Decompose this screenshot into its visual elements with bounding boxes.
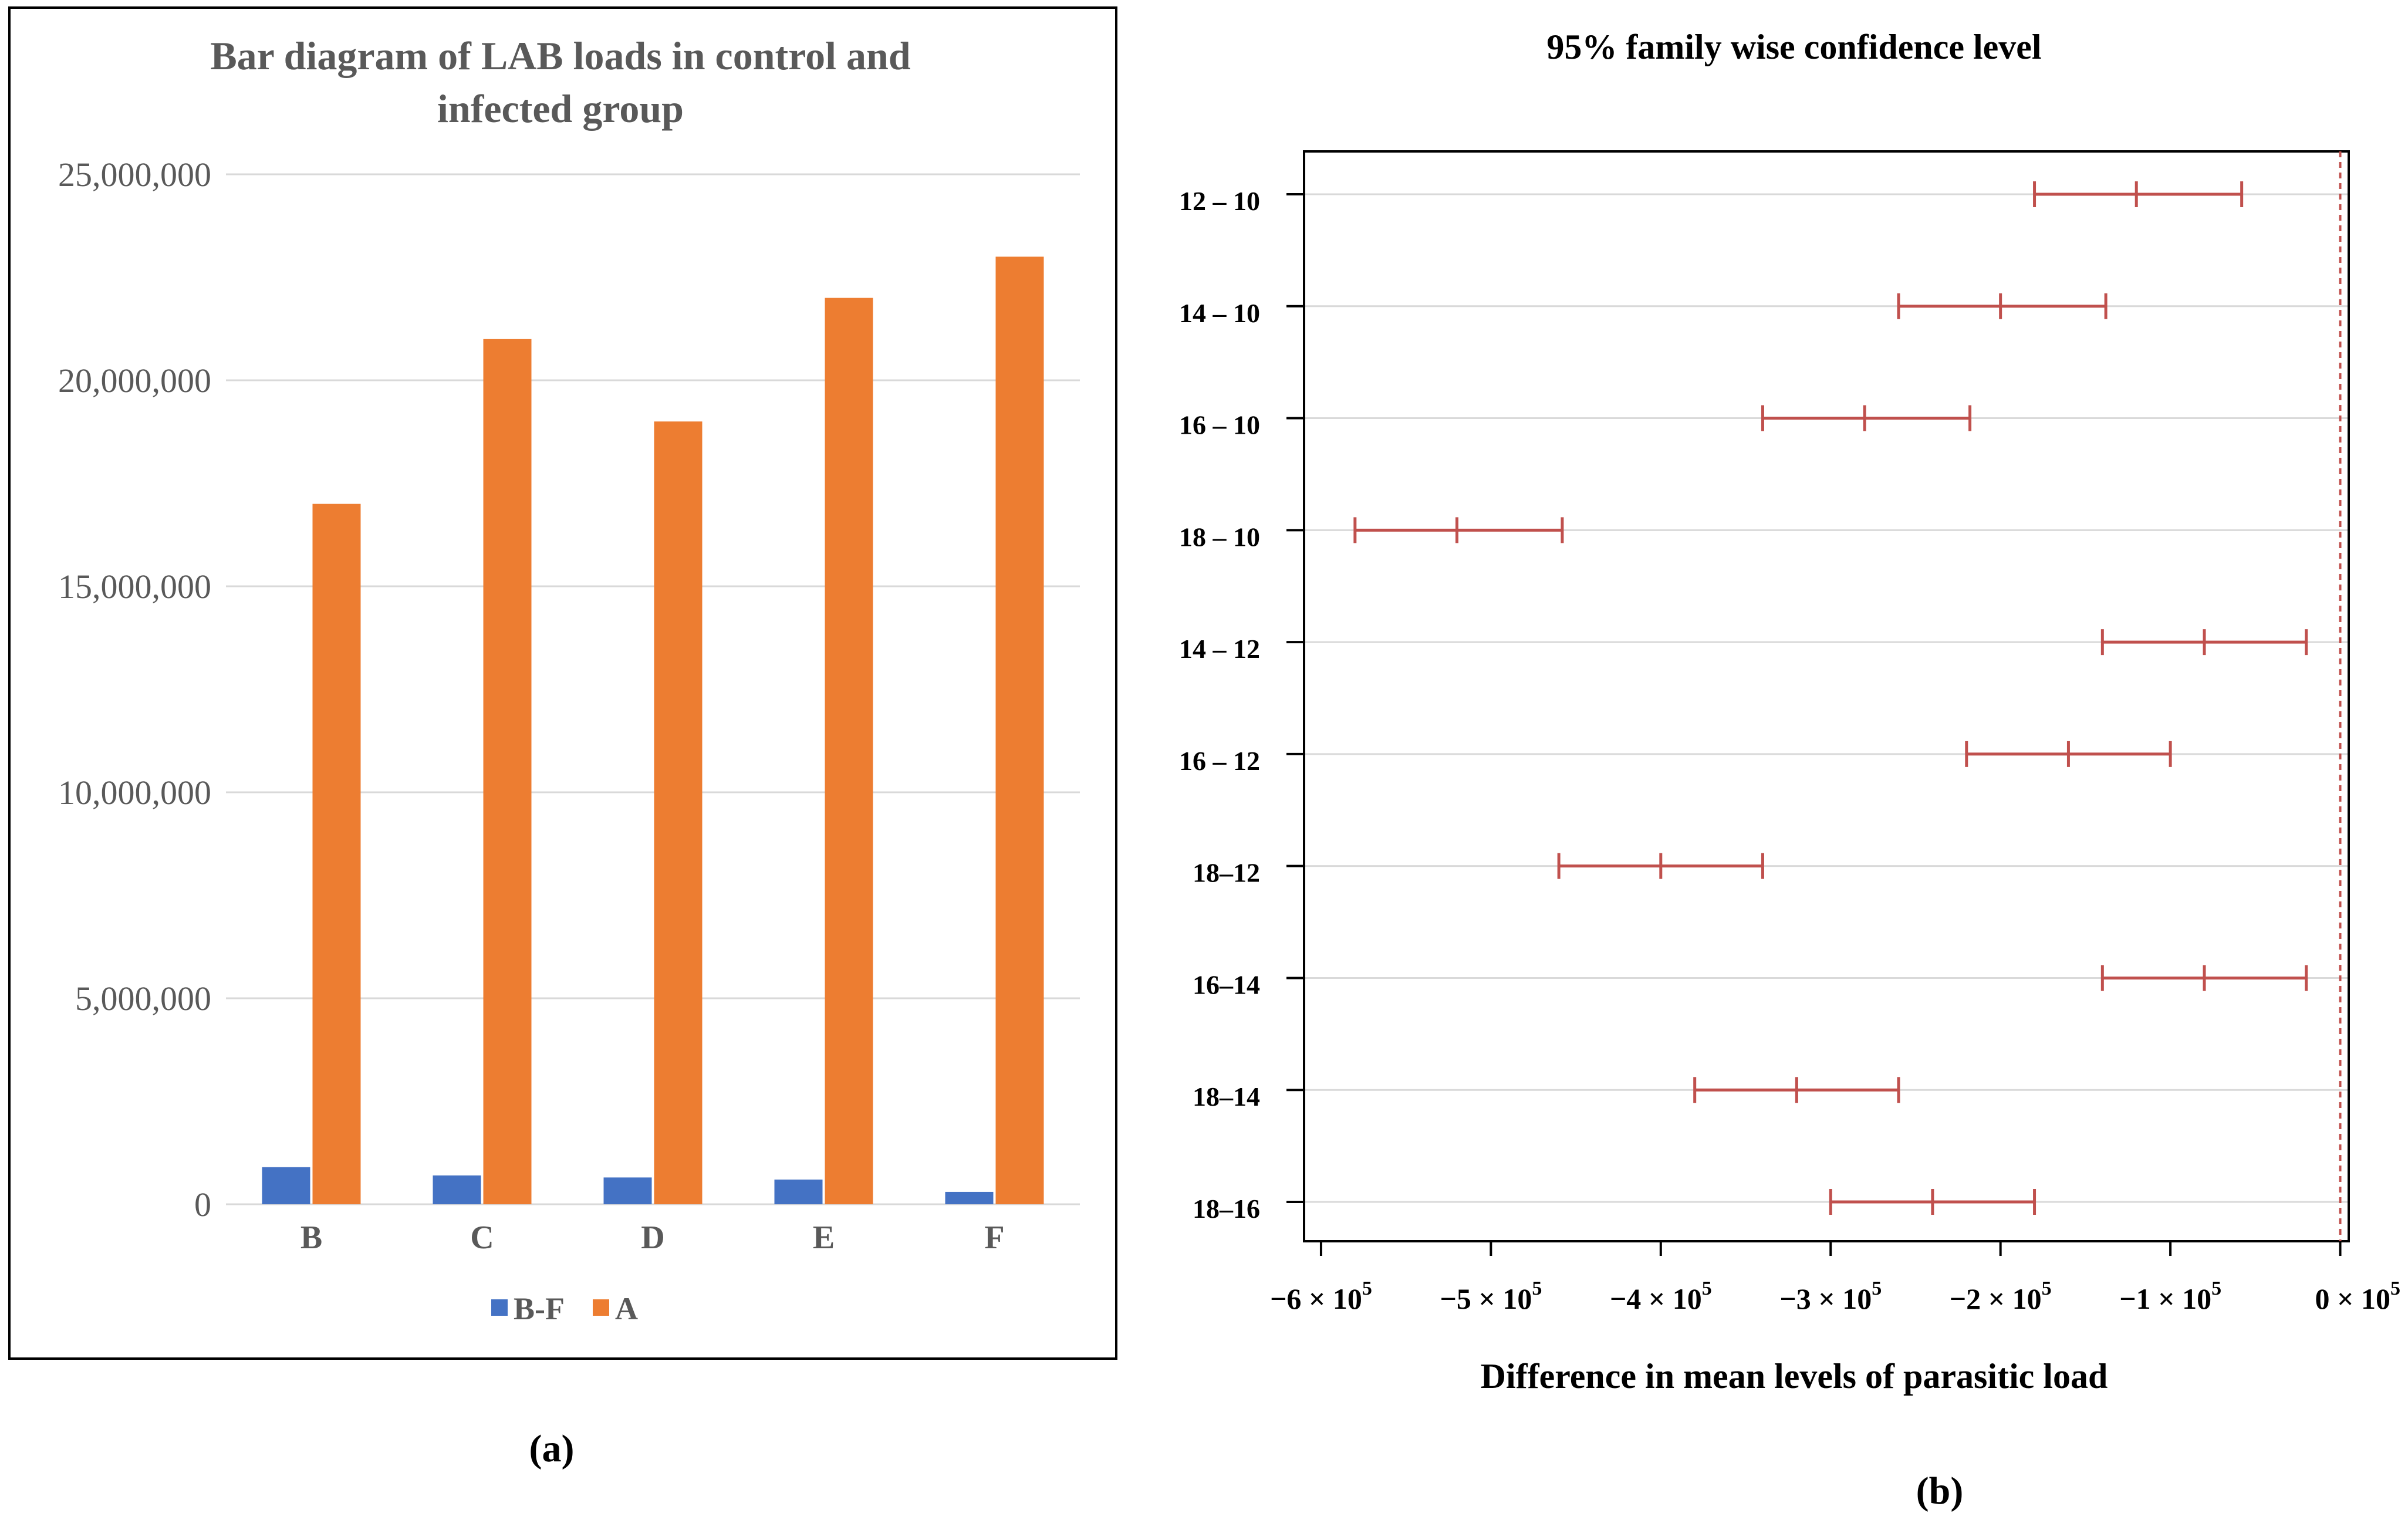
chart-a-legend: B-F A [491, 1291, 638, 1326]
ci-interval-18-14 [1693, 1077, 1900, 1103]
chart-b-x-tick-label: −5 × 105 [1440, 1278, 1542, 1315]
bar-a-b [312, 504, 361, 1204]
ci-interval-16-14 [2100, 965, 2308, 991]
chart-b-y-tick-label: 18–16 [1193, 1194, 1260, 1224]
bar-a-e [825, 298, 873, 1205]
chart-a-x-tick-label: C [470, 1220, 494, 1256]
ci-interval-12-10 [2033, 181, 2244, 207]
bar-a-c [483, 339, 532, 1204]
chart-b-y-tick-label: 18–14 [1193, 1082, 1260, 1112]
legend-label-b-f: B-F [514, 1291, 565, 1326]
ci-interval-16-10 [1761, 405, 1972, 431]
chart-b-title: 95% family wise confidence level [1546, 28, 2041, 66]
chart-b-y-tick-label: 18–12 [1193, 858, 1260, 888]
chart-a-y-tick-label: 0 [194, 1185, 211, 1224]
chart-b-x-tick-label: −6 × 105 [1270, 1278, 1372, 1315]
chart-a-x-tick-label: B [300, 1220, 322, 1256]
ci-interval-14-10 [1897, 293, 2108, 319]
bar-b-f-b [262, 1167, 310, 1204]
chart-b-y-tick-label: 16–14 [1193, 970, 1260, 999]
chart-a-title-line-2: infected group [437, 86, 684, 131]
chart-a-x-tick-label: F [984, 1220, 1004, 1256]
ci-interval-18-16 [1829, 1189, 2037, 1215]
chart-a-x-tick-label: E [813, 1220, 835, 1256]
legend-swatch-a [593, 1299, 609, 1316]
chart-b-x-tick-label: −1 × 105 [2119, 1278, 2221, 1315]
chart-a-x-tick-label: D [641, 1220, 664, 1256]
chart-b-x-tick-label: −2 × 105 [1950, 1278, 2052, 1315]
panel-b-interval-chart: 95% family wise confidence level 12 – 10… [1179, 28, 2400, 1512]
panel-a-label: (a) [529, 1427, 575, 1470]
bar-b-f-e [774, 1179, 823, 1204]
chart-b-x-tick-label: 0 × 105 [2315, 1278, 2401, 1315]
chart-b-y-tick-label: 14 – 12 [1179, 634, 1260, 664]
chart-b-x-axis-label: Difference in mean levels of parasitic l… [1481, 1357, 2108, 1396]
chart-a-title-line-1: Bar diagram of LAB loads in control and [210, 33, 911, 78]
legend-swatch-b-f [491, 1299, 508, 1316]
chart-a-y-tick-label: 25,000,000 [58, 156, 211, 194]
bar-b-f-f [945, 1191, 994, 1204]
chart-b-y-tick-label: 16 – 10 [1179, 410, 1260, 440]
chart-a-y-tick-label: 20,000,000 [58, 362, 211, 400]
bar-b-f-c [433, 1175, 481, 1204]
chart-a-y-tick-label: 15,000,000 [58, 568, 211, 606]
chart-b-x-tick-label: −4 × 105 [1610, 1278, 1712, 1315]
ci-interval-16-12 [1965, 741, 2172, 767]
panel-b-label: (b) [1916, 1470, 1964, 1512]
chart-b-y-tick-label: 18 – 10 [1179, 522, 1260, 552]
ci-interval-18-10 [1353, 517, 1564, 543]
chart-b-plot-frame [1303, 150, 2350, 1242]
legend-label-a: A [615, 1291, 638, 1326]
ci-interval-14-12 [2100, 629, 2308, 656]
ci-interval-18-12 [1557, 853, 1764, 879]
bar-b-f-d [603, 1177, 652, 1204]
chart-a-y-tick-label: 10,000,000 [58, 773, 211, 812]
panel-a-frame [8, 6, 1117, 1360]
chart-a-y-tick-label: 5,000,000 [75, 979, 211, 1018]
bar-a-f [995, 256, 1044, 1204]
chart-b-y-tick-label: 16 – 12 [1179, 746, 1260, 776]
chart-b-y-tick-label: 12 – 10 [1179, 186, 1260, 216]
chart-b-y-tick-label: 14 – 10 [1179, 298, 1260, 328]
bar-a-d [654, 421, 703, 1205]
chart-b-x-tick-label: −3 × 105 [1779, 1278, 1882, 1315]
panel-a-bar-chart: Bar diagram of LAB loads in control and … [8, 6, 1117, 1470]
